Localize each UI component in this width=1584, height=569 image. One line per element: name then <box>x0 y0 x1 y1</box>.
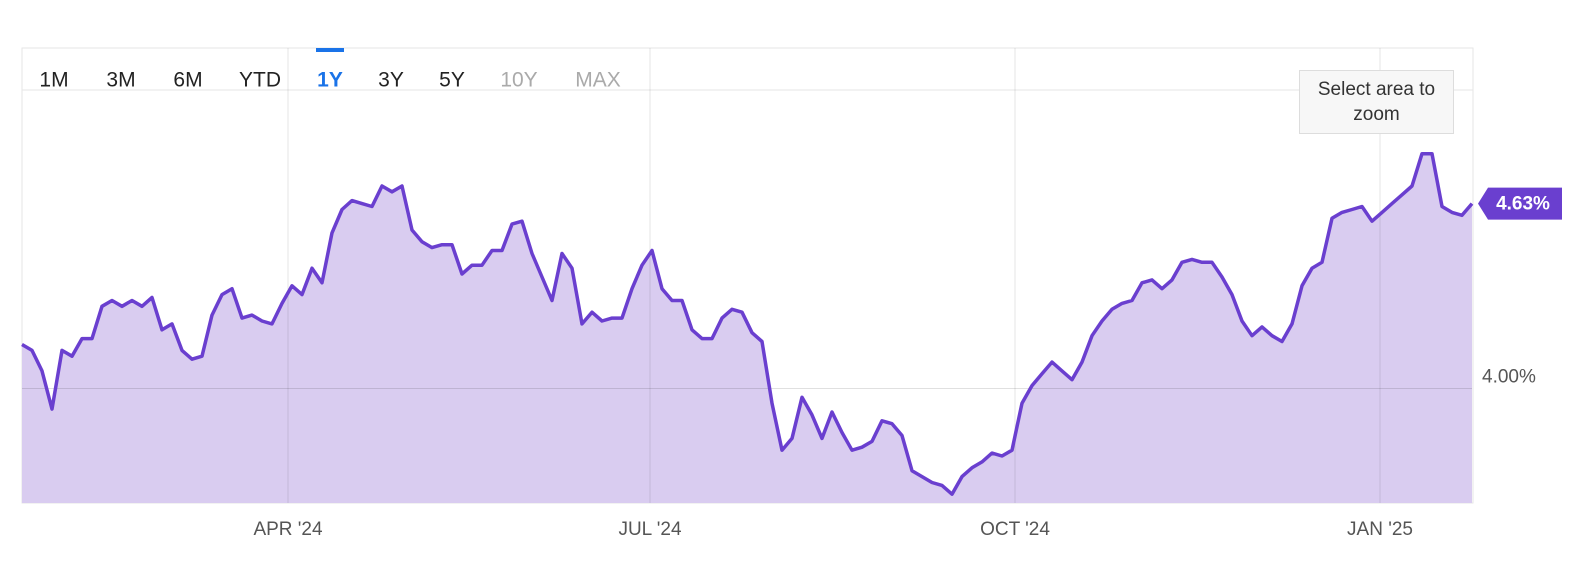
x-tick-label: JAN '25 <box>1347 519 1413 540</box>
value-label-box <box>1478 187 1562 220</box>
x-tick-label: OCT '24 <box>980 519 1050 540</box>
range-button: 10Y <box>500 69 537 92</box>
range-button[interactable]: 1Y <box>317 69 343 92</box>
range-button[interactable]: 6M <box>173 69 202 92</box>
active-indicator <box>316 48 344 52</box>
range-button: MAX <box>575 69 621 92</box>
zoom-hint: Select area to zoom <box>1299 70 1454 134</box>
y-tick-label: 4.00% <box>1482 367 1536 388</box>
range-button[interactable]: 3M <box>106 69 135 92</box>
range-button[interactable]: 1M <box>39 69 68 92</box>
range-button[interactable]: 3Y <box>378 69 404 92</box>
x-tick-label: APR '24 <box>253 519 323 540</box>
line <box>21 151 1474 496</box>
x-tick-label: JUL '24 <box>618 519 682 540</box>
area-fill <box>22 153 1472 503</box>
range-button[interactable]: 5Y <box>439 69 465 92</box>
range-button[interactable]: YTD <box>239 69 281 92</box>
value-label: 4.63% <box>1496 194 1550 215</box>
